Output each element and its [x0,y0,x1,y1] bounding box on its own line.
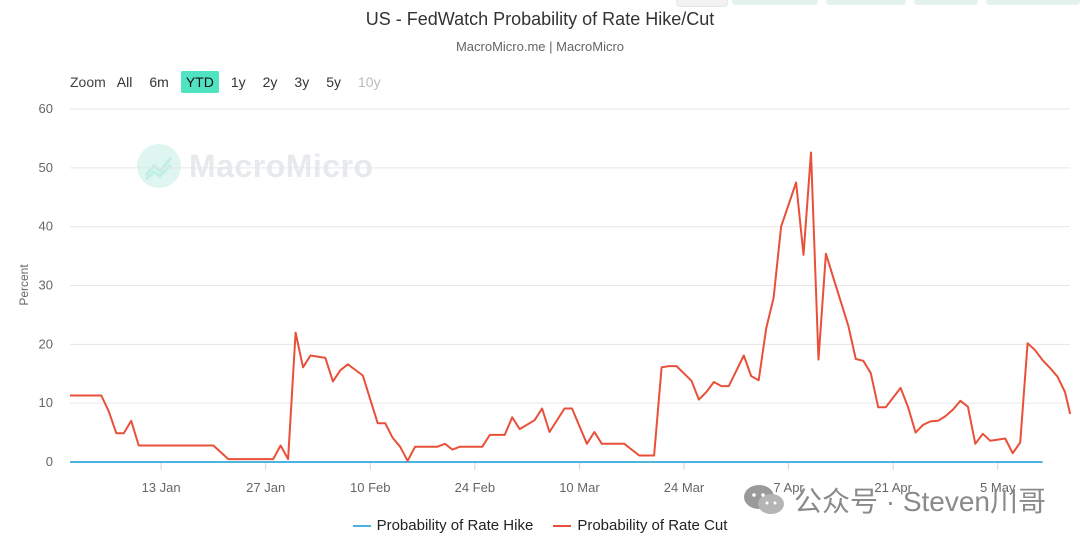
range-button-1y[interactable]: 1y [230,74,246,90]
y-tick-label: 50 [39,160,53,175]
wechat-source-text: 公众号 · Steven川哥 [793,486,1046,517]
range-button-10y: 10y [358,74,381,90]
y-tick-label: 30 [39,278,53,293]
legend-swatch-rate-hike [352,524,371,527]
top-tab[interactable] [676,0,728,7]
x-tick-label: 21 Apr [874,480,912,495]
grid-lines [70,108,1070,404]
range-button-ytd[interactable]: YTD [180,71,219,93]
x-axis-ticks: 13 Jan 27 Jan 10 Feb 24 Feb 10 Mar 24 Mar 7 Ap… [142,462,1016,495]
legend-item-rate-hike[interactable]: Probability of Rate Hike [352,517,534,534]
top-tab[interactable] [986,0,1080,5]
y-tick-label: 60 [39,101,53,116]
x-tick-label: 5 May [980,480,1016,495]
top-tab-strip [0,0,1080,8]
x-tick-label: 27 Jan [246,480,285,495]
range-button-3y[interactable]: 3y [294,74,310,90]
chart-legend: Probability of Rate Hike Probability of … [0,517,1080,534]
zoom-label: Zoom [70,74,106,90]
legend-item-rate-cut[interactable]: Probability of Rate Cut [553,517,727,534]
range-button-5y[interactable]: 5y [326,74,341,90]
legend-label-rate-hike: Probability of Rate Hike [376,517,534,534]
macromicro-watermark: MacroMicro [137,144,374,188]
series-line-rate-cut[interactable] [70,151,1071,462]
chart-title: US - FedWatch Probability of Rate Hike/C… [365,9,715,29]
range-button-2y[interactable]: 2y [262,74,278,90]
x-tick-label: 7 Apr [773,480,804,495]
y-tick-label: 20 [39,336,53,351]
wechat-icon [742,483,786,517]
y-tick-label: 10 [39,395,53,410]
range-selector: Zoom All 6m YTD 1y 2y 3y 5y 10y [70,70,393,94]
top-tab[interactable] [732,0,818,5]
legend-label-rate-cut: Probability of Rate Cut [577,517,728,534]
range-button-all[interactable]: All [116,74,133,90]
range-button-6m[interactable]: 6m [149,74,169,90]
watermark-text: MacroMicro [189,147,374,184]
x-tick-label: 13 Jan [142,480,181,495]
y-tick-label: 40 [39,219,53,234]
chart-subtitle[interactable]: MacroMicro.me | MacroMicro [455,39,625,54]
legend-swatch-rate-cut [553,524,572,527]
x-tick-label: 10 Feb [350,480,390,495]
x-tick-label: 10 Mar [559,480,600,495]
y-tick-label: 0 [46,454,53,469]
top-tab[interactable] [914,0,978,5]
series-lines [70,151,1071,463]
wechat-source-mark: 公众号 · Steven川哥 [742,480,1046,520]
x-tick-label: 24 Feb [455,480,495,495]
top-tab[interactable] [826,0,906,5]
y-axis-ticks: 0 10 20 30 40 50 60 [39,101,53,469]
macromicro-logo-icon [137,144,181,188]
x-tick-label: 24 Mar [664,480,705,495]
